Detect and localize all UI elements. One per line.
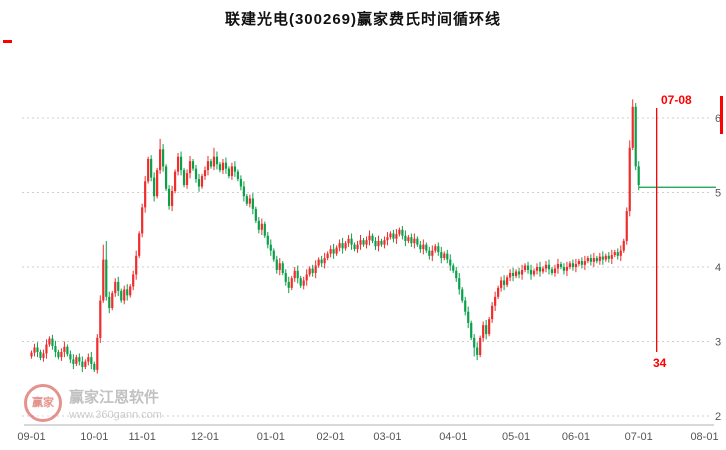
candles	[30, 99, 640, 374]
x-tick-label: 10-01	[80, 431, 108, 443]
y-tick-label: 6	[715, 113, 721, 125]
y-tick-label: 5	[715, 187, 721, 199]
x-tick-label: 09-01	[17, 431, 45, 443]
x-axis: 09-01 10-01 11-01 12-01 01-01 02-01 03-01 04-01…	[17, 424, 719, 443]
watermark: 赢家 赢家江恩软件 www.360gann.com	[24, 384, 162, 422]
y-axis-labels: 2 3 4 5 6	[715, 113, 721, 423]
y-tick-label: 4	[715, 262, 721, 274]
y-gridlines	[22, 117, 712, 417]
x-tick-label: 11-01	[129, 431, 156, 443]
x-tick-label: 03-01	[373, 431, 401, 443]
y-tick-label: 3	[715, 337, 721, 349]
brand-logo-icon: 赢家	[24, 384, 62, 422]
x-tick-label: 06-01	[562, 431, 590, 443]
watermark-brand: 赢家江恩软件	[69, 388, 160, 406]
x-tick-label: 02-01	[317, 431, 345, 443]
y-tick-label: 2	[715, 411, 721, 423]
x-tick-label: 01-01	[257, 431, 285, 443]
page-title: 联建光电(300269)赢家费氏时间循环线	[224, 11, 502, 28]
x-tick-label: 12-01	[191, 431, 219, 443]
x-tick-label: 04-01	[439, 431, 467, 443]
cycle-date-label: 07-08	[661, 93, 692, 107]
edge-markers	[3, 40, 723, 134]
x-tick-label: 08-01	[690, 431, 718, 443]
cycle-count-label: 34	[653, 356, 667, 370]
x-tick-label: 05-01	[502, 431, 530, 443]
watermark-url: www.360gann.com	[69, 408, 162, 421]
x-tick-label: 07-01	[625, 431, 653, 443]
